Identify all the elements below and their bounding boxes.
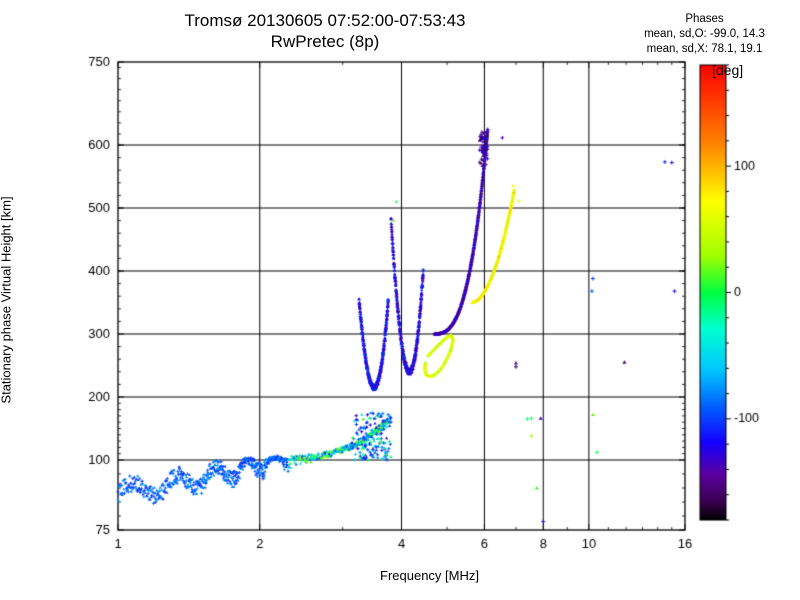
x-axis-label: Frequency [MHz] — [380, 568, 479, 583]
colorbar-scale[interactable] — [698, 65, 746, 525]
y-axis[interactable] — [45, 60, 65, 530]
scatter-plot-canvas[interactable] — [0, 0, 800, 600]
y-axis-label: Stationary phase Virtual Height [km] — [0, 196, 14, 403]
x-axis[interactable] — [68, 530, 703, 550]
ionogram-window: Tromsø 20130605 07:52:00-07:53:43 RwPret… — [0, 0, 800, 600]
